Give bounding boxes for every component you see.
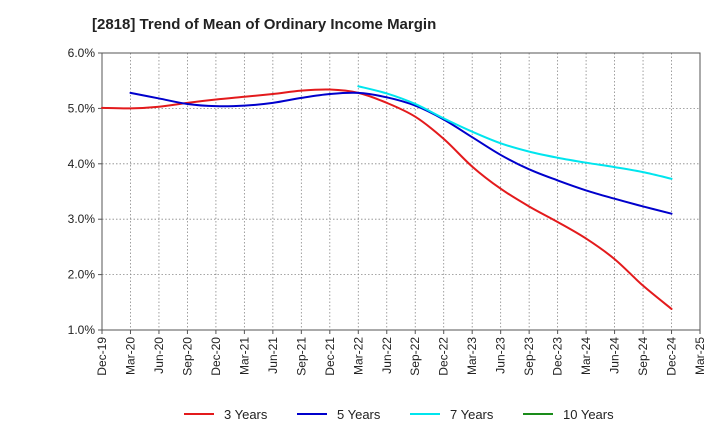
x-tick-label: Mar-21: [237, 337, 251, 375]
x-tick-label: Dec-20: [209, 337, 223, 376]
chart-title: [2818] Trend of Mean of Ordinary Income …: [92, 16, 437, 33]
x-tick-label: Jun-21: [266, 337, 280, 374]
x-tick-label: Dec-23: [551, 337, 565, 376]
series-line-7-years: [357, 85, 673, 180]
y-tick-label: 6.0%: [68, 46, 96, 60]
axes: [98, 52, 701, 334]
grid-lines: [101, 52, 701, 331]
x-tick-label: Mar-22: [351, 337, 365, 375]
y-tick-label: 1.0%: [68, 323, 96, 337]
series-line-3-years: [101, 88, 673, 310]
x-tick-label: Dec-22: [437, 337, 451, 376]
x-tick-label: Sep-21: [294, 337, 308, 376]
series-lines: [101, 85, 673, 310]
x-tick-label: Mar-23: [465, 337, 479, 375]
x-tick-label: Jun-24: [608, 337, 622, 374]
x-tick-label: Dec-24: [665, 337, 679, 376]
y-tick-label: 4.0%: [68, 157, 96, 171]
x-tick-label: Sep-20: [180, 337, 194, 376]
x-tick-labels: Dec-19 Mar-20 Jun-20 Sep-20 Dec-20 Mar-21 Jun-…: [95, 337, 707, 376]
x-tick-label: Sep-23: [522, 337, 536, 376]
x-tick-label: Mar-25: [693, 337, 707, 375]
x-tick-label: Jun-23: [494, 337, 508, 374]
x-tick-label: Mar-20: [123, 337, 137, 375]
x-tick-label: Jun-20: [152, 337, 166, 374]
x-tick-label: Mar-24: [579, 337, 593, 375]
y-tick-labels: 1.0% 2.0% 3.0% 4.0% 5.0% 6.0%: [68, 46, 96, 337]
x-tick-label: Dec-19: [95, 337, 109, 376]
legend-label-7-years: 7 Years: [450, 407, 494, 422]
x-tick-label: Sep-22: [408, 337, 422, 376]
y-tick-label: 5.0%: [68, 101, 96, 115]
x-tick-label: Dec-21: [323, 337, 337, 376]
y-tick-label: 3.0%: [68, 212, 96, 226]
series-line-5-years: [129, 91, 673, 215]
plot-frame: [101, 52, 701, 331]
legend: 3 Years 5 Years 7 Years 10 Years: [184, 407, 614, 422]
y-tick-label: 2.0%: [68, 268, 96, 282]
x-tick-label: Sep-24: [636, 337, 650, 376]
x-tick-label: Jun-22: [380, 337, 394, 374]
legend-label-5-years: 5 Years: [337, 407, 381, 422]
legend-label-3-years: 3 Years: [224, 407, 268, 422]
legend-label-10-years: 10 Years: [563, 407, 614, 422]
